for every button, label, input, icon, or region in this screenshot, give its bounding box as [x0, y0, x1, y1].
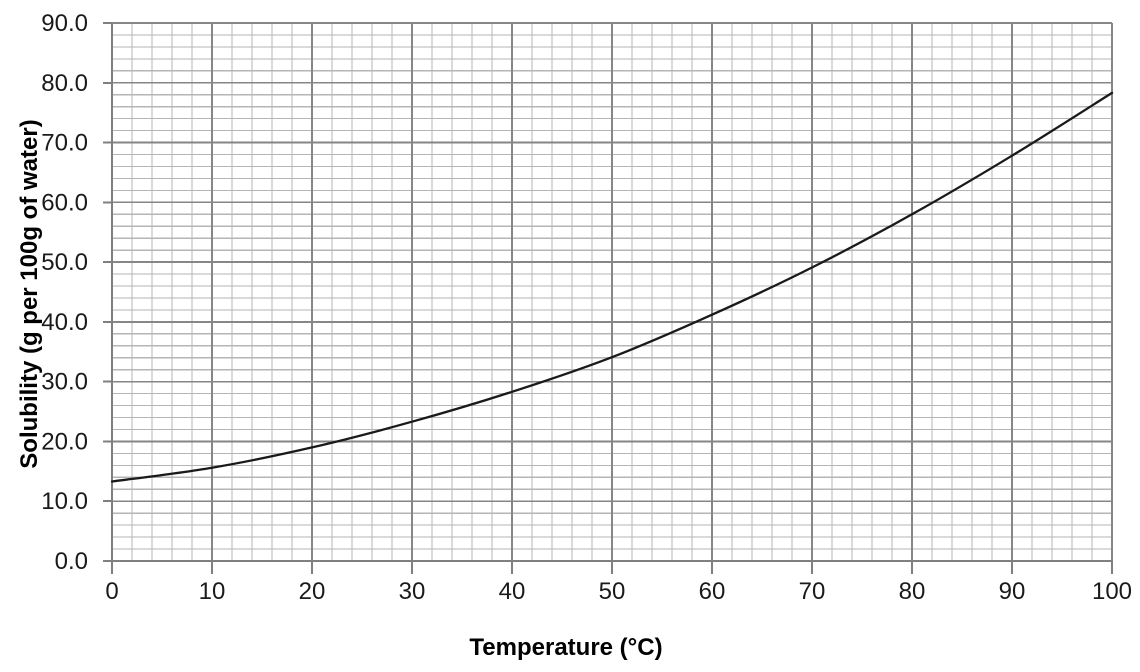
- y-tick-label: 90.0: [41, 10, 88, 37]
- y-tick-label: 30.0: [41, 369, 88, 396]
- y-tick-label: 40.0: [41, 309, 88, 336]
- x-tick-label: 60: [699, 578, 726, 605]
- y-tick-label: 70.0: [41, 130, 88, 157]
- x-tick-label: 0: [105, 578, 118, 605]
- x-tick-label: 100: [1092, 578, 1132, 605]
- solubility-curve: [110, 91, 1114, 483]
- x-tick-label: 70: [799, 578, 826, 605]
- x-tick-label: 40: [499, 578, 526, 605]
- y-tick-label: 0.0: [55, 548, 88, 575]
- x-tick-label: 50: [599, 578, 626, 605]
- x-tick-label: 10: [199, 578, 226, 605]
- x-tick-label: 30: [399, 578, 426, 605]
- x-tick-label: 90: [999, 578, 1026, 605]
- y-tick-label: 60.0: [41, 189, 88, 216]
- x-axis-title: Temperature (°C): [469, 634, 663, 661]
- y-tick-label: 80.0: [41, 70, 88, 97]
- x-tick-label: 80: [899, 578, 926, 605]
- y-tick-label: 20.0: [41, 428, 88, 455]
- y-tick-label: 10.0: [41, 488, 88, 515]
- y-axis-title: Solubility (g per 100g of water): [16, 119, 43, 469]
- y-tick-label: 50.0: [41, 249, 88, 276]
- x-tick-label: 20: [299, 578, 326, 605]
